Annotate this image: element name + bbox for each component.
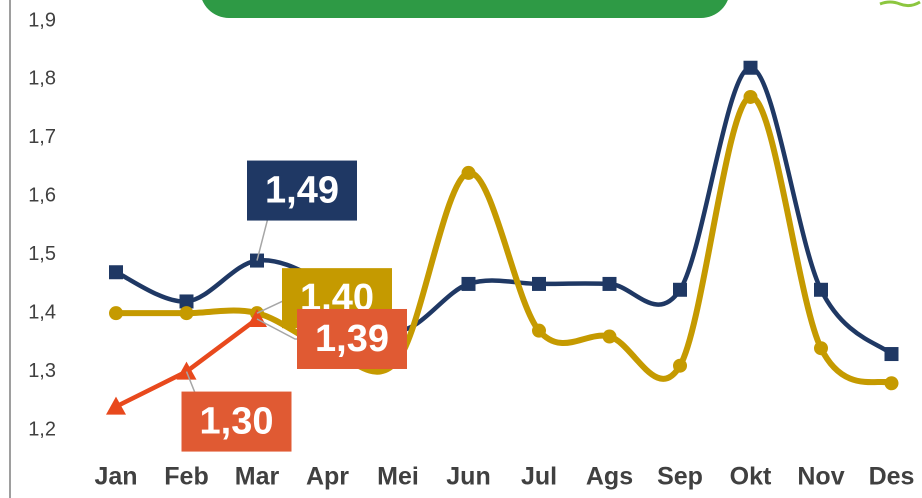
x-tick-label: Jun (446, 463, 490, 491)
marker (247, 308, 267, 327)
x-tick-label: Nov (797, 463, 844, 491)
marker (109, 306, 123, 321)
marker (602, 276, 617, 291)
x-tick-label: Apr (306, 463, 349, 491)
x-tick-label: Des (869, 463, 915, 491)
marker (814, 341, 828, 356)
marker (743, 60, 758, 75)
label-box (247, 160, 357, 221)
y-tick-label: 1,5 (28, 243, 56, 265)
label-box (297, 308, 407, 369)
data-label: 1,49 (265, 170, 339, 212)
y-tick-label: 1,2 (28, 418, 56, 440)
data-label: 1,30 (200, 401, 274, 443)
x-tick-label: Ags (586, 463, 633, 491)
banner (202, 0, 728, 18)
decoration (879, 0, 921, 8)
marker (461, 165, 476, 180)
marker (179, 306, 194, 321)
marker (602, 329, 617, 344)
label-box (181, 391, 292, 452)
marker (461, 276, 476, 291)
x-tick-label: Mei (377, 463, 419, 491)
x-tick-label: Jul (521, 463, 557, 491)
y-tick-label: 1,3 (28, 360, 56, 382)
marker (884, 376, 899, 391)
marker (106, 396, 126, 415)
y-tick-label: 1,8 (28, 68, 56, 90)
marker (532, 323, 546, 338)
marker (673, 282, 687, 297)
marker (176, 361, 197, 380)
marker (532, 276, 546, 291)
x-tick-label: Jan (94, 463, 137, 491)
x-tick-label: Mar (235, 463, 280, 491)
series-line (116, 93, 893, 387)
y-tick-label: 1,4 (28, 301, 56, 323)
marker (179, 294, 194, 309)
x-tick-label: Sep (657, 463, 703, 491)
y-tick-label: 1,7 (28, 126, 56, 148)
x-tick-label: Feb (164, 463, 208, 491)
marker (109, 265, 123, 280)
marker (673, 358, 687, 373)
y-tick-label: 1,9 (28, 9, 56, 31)
data-label: 1,39 (315, 318, 389, 360)
marker (814, 282, 828, 297)
marker (743, 89, 758, 104)
y-tick-label: 1,6 (28, 185, 56, 207)
marker (884, 347, 899, 362)
x-tick-label: Okt (730, 463, 772, 491)
